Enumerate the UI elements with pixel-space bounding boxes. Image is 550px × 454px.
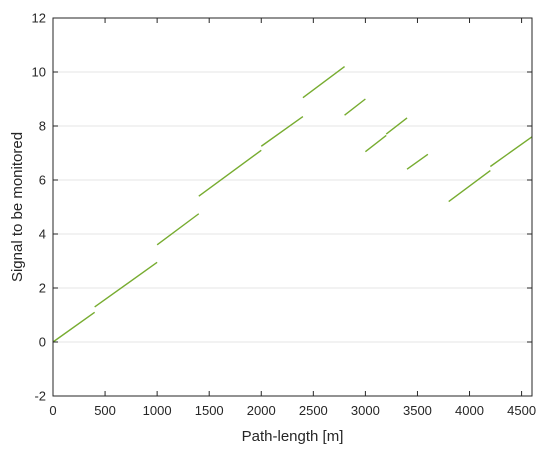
series-segment-2 [94,261,158,308]
x-axis-label: Path-length [m] [242,428,344,445]
series-segment-10 [406,153,429,170]
series-segment-8 [364,134,387,153]
y-tick-label-4: 6 [39,173,46,188]
x-tick-label-7: 3500 [403,403,432,418]
series-segment-4 [198,149,262,197]
x-tick-label-0: 0 [49,403,56,418]
x-tick-label-4: 2000 [247,403,276,418]
y-axis-label: Signal to be monitored [9,132,26,282]
series-segment-9 [385,117,408,135]
series-segment-7 [344,98,366,116]
x-tick-label-9: 4500 [507,403,536,418]
x-tick-labels: 0 500 1000 1500 2000 2500 3000 3500 4000 4500 [49,403,536,418]
series-segment-1 [52,311,96,343]
x-tick-label-6: 3000 [351,403,380,418]
series-segment-11 [448,169,491,203]
plot-frame [52,17,533,397]
y-tick-label-3: 4 [39,227,46,242]
y-tick-label-6: 10 [32,65,46,80]
y-tick-labels: -2 0 2 4 6 8 10 12 [32,11,46,404]
series-segment-6 [302,66,345,99]
x-tick-label-5: 2500 [299,403,328,418]
grid-lines [53,71,532,343]
y-tick-label-5: 8 [39,119,46,134]
x-tick-label-2: 1000 [143,403,172,418]
series-line [52,66,533,343]
y-tick-label-1: 0 [39,335,46,350]
y-tick-label-0: -2 [34,389,46,404]
series-segment-3 [156,213,200,246]
x-tick-label-8: 4000 [455,403,484,418]
y-tick-label-2: 2 [39,281,46,296]
x-tick-label-1: 500 [94,403,116,418]
series-segment-5 [260,115,304,147]
axes [52,17,533,397]
series-segment-12 [489,136,533,168]
x-tick-label-3: 1500 [195,403,224,418]
y-tick-label-7: 12 [32,11,46,26]
